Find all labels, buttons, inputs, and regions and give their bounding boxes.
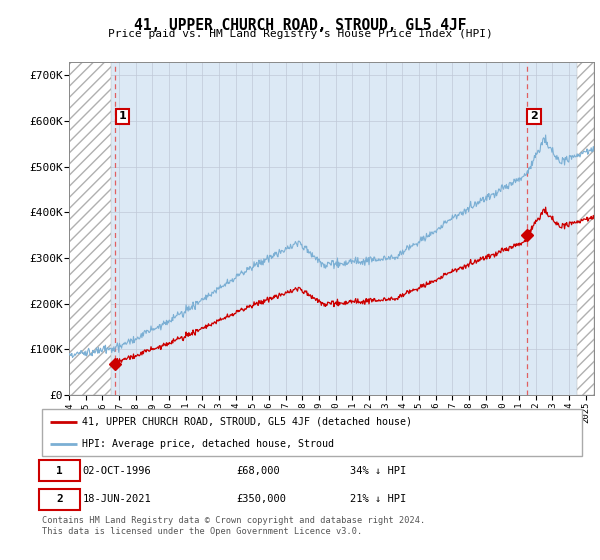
Text: 1: 1 bbox=[118, 111, 126, 122]
Text: 41, UPPER CHURCH ROAD, STROUD, GL5 4JF (detached house): 41, UPPER CHURCH ROAD, STROUD, GL5 4JF (… bbox=[83, 417, 413, 427]
Text: 2: 2 bbox=[56, 494, 63, 504]
Text: Price paid vs. HM Land Registry's House Price Index (HPI): Price paid vs. HM Land Registry's House … bbox=[107, 29, 493, 39]
Text: £350,000: £350,000 bbox=[236, 494, 286, 504]
Text: 1: 1 bbox=[56, 466, 63, 475]
Text: HPI: Average price, detached house, Stroud: HPI: Average price, detached house, Stro… bbox=[83, 438, 335, 449]
Text: 41, UPPER CHURCH ROAD, STROUD, GL5 4JF: 41, UPPER CHURCH ROAD, STROUD, GL5 4JF bbox=[134, 18, 466, 33]
Text: 2: 2 bbox=[530, 111, 538, 122]
Text: £68,000: £68,000 bbox=[236, 466, 280, 475]
Bar bbox=[69, 62, 110, 395]
FancyBboxPatch shape bbox=[40, 489, 80, 510]
Text: 02-OCT-1996: 02-OCT-1996 bbox=[83, 466, 151, 475]
FancyBboxPatch shape bbox=[40, 460, 80, 481]
Text: 18-JUN-2021: 18-JUN-2021 bbox=[83, 494, 151, 504]
Text: Contains HM Land Registry data © Crown copyright and database right 2024.
This d: Contains HM Land Registry data © Crown c… bbox=[42, 516, 425, 536]
Bar bbox=[577, 62, 594, 395]
Text: 34% ↓ HPI: 34% ↓ HPI bbox=[350, 466, 406, 475]
Text: 21% ↓ HPI: 21% ↓ HPI bbox=[350, 494, 406, 504]
